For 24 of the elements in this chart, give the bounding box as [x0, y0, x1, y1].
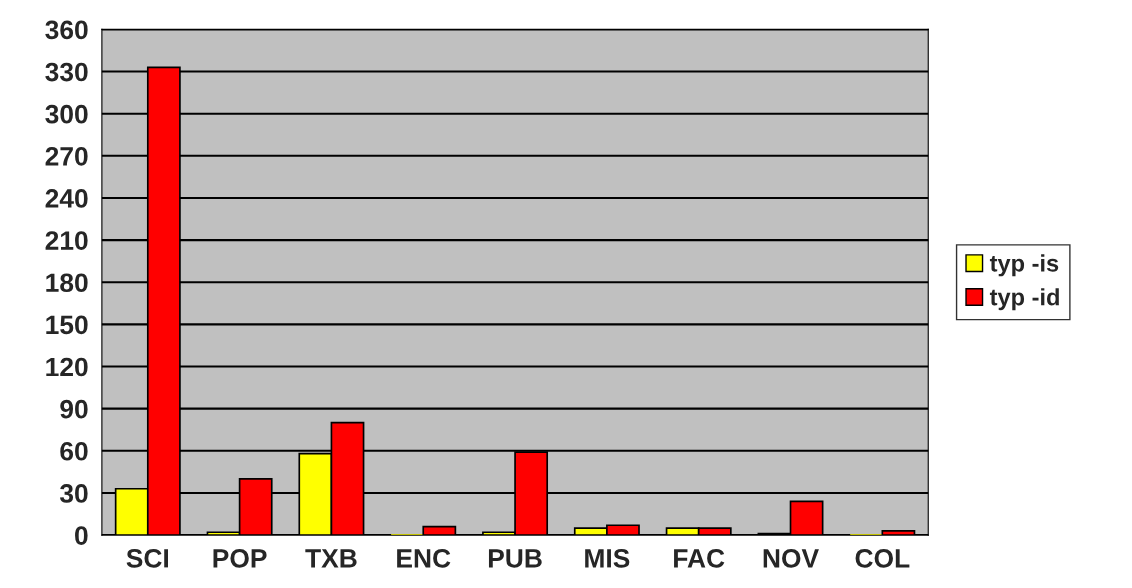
x-tick-label: FAC: [674, 548, 725, 568]
y-tick-label: 330: [45, 62, 88, 82]
y-tick-label: 210: [45, 231, 88, 250]
x-tick-label: SCI: [126, 548, 169, 568]
y-tick-label: 270: [45, 146, 88, 166]
x-tick-label: ENC: [397, 548, 451, 568]
legend-label: typ -id: [989, 288, 1059, 311]
x-tick-label: TXB: [305, 549, 357, 568]
y-tick-label: 150: [46, 315, 88, 335]
y-tick-label: 120: [46, 357, 88, 377]
x-tick-label: NOV: [763, 548, 819, 568]
x-tick-label: POP: [213, 548, 267, 568]
legend-label: typ -is: [989, 254, 1059, 277]
x-tick-label: PUB: [488, 549, 542, 568]
y-tick-label: 0: [75, 526, 88, 545]
x-tick-label: COL: [855, 548, 910, 568]
y-tick-label: 300: [45, 104, 88, 124]
y-tick-label: 240: [45, 189, 88, 208]
y-tick-label: 90: [60, 399, 88, 419]
x-tick-label: MIS: [585, 548, 630, 568]
y-tick-label: 60: [60, 441, 88, 461]
y-tick-label: 360: [45, 20, 88, 40]
y-tick-label: 180: [46, 273, 88, 293]
y-tick-label: 30: [59, 484, 88, 503]
